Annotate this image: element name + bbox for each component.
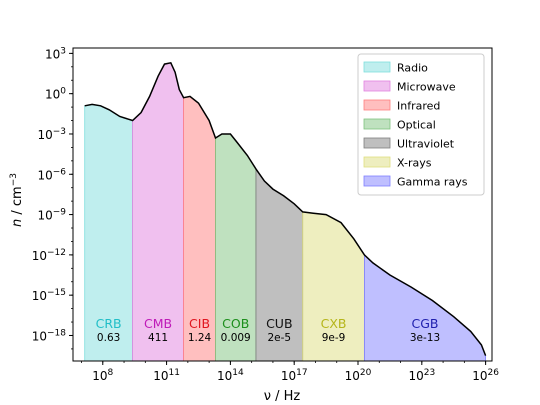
spectrum-curve — [84, 61, 487, 356]
band-density-cib: 1.24 — [188, 332, 212, 344]
band-abbr-cxb: CXB — [321, 316, 347, 331]
legend-label-crb: Radio — [397, 62, 428, 75]
y-tick-label: 103 — [45, 46, 66, 61]
band-density-cub: 2e-5 — [267, 332, 291, 344]
band-abbr-cib: CIB — [189, 316, 210, 331]
y-axis-label-unit: / cm — [10, 186, 25, 218]
legend-swatch-cub — [363, 137, 391, 149]
band-abbr-cub: CUB — [266, 316, 292, 331]
x-tick-label: 108 — [92, 368, 113, 383]
band-density-cob: 0.009 — [221, 332, 251, 344]
legend-label-cxb: X-rays — [397, 157, 432, 170]
band-abbr-cmb: CMB — [144, 316, 172, 331]
y-axis-label-symbol: n — [10, 219, 25, 227]
legend-swatch-cmb — [363, 80, 391, 92]
y-tick-label: 10−18 — [32, 328, 67, 343]
y-axis-label: n / cm−3 — [9, 173, 25, 227]
legend-swatch-cob — [363, 118, 391, 130]
band-abbr-cob: COB — [222, 316, 249, 331]
legend-label-cob: Optical — [397, 119, 436, 132]
y-axis: 103 100 10−3 10−6 10−9 10−12 10−15 10−18 — [32, 46, 73, 350]
band-abbr-cgb: CGB — [412, 316, 439, 331]
legend: Radio Microwave Infrared Optical Ultraviolet… — [357, 53, 485, 196]
x-tick-label: 1023 — [408, 368, 435, 383]
y-tick-label: 10−12 — [32, 248, 66, 263]
legend-swatch-cib — [363, 99, 391, 111]
legend-label-cub: Ultraviolet — [397, 138, 455, 151]
x-tick-label: 1017 — [281, 368, 308, 383]
legend-swatch-cgb — [363, 175, 391, 187]
legend-label-cmb: Microwave — [397, 81, 456, 94]
band-density-crb: 0.63 — [97, 332, 120, 344]
y-tick-label: 10−6 — [37, 167, 66, 182]
y-tick-label: 10−3 — [37, 127, 66, 142]
y-tick-label: 10−15 — [32, 288, 66, 303]
x-tick-label: 1014 — [217, 368, 244, 383]
legend-swatch-crb — [363, 61, 391, 73]
band-abbr-crb: CRB — [96, 316, 122, 331]
y-tick-label: 100 — [45, 87, 66, 102]
x-axis-label: ν / Hz — [264, 389, 301, 404]
legend-label-cgb: Gamma rays — [397, 176, 468, 189]
band-density-cxb: 9e-9 — [322, 332, 346, 344]
x-tick-label: 1020 — [345, 368, 372, 383]
y-tick-label: 10−9 — [37, 208, 66, 223]
legend-label-cib: Infrared — [397, 100, 440, 113]
band-density-cgb: 3e-13 — [410, 332, 440, 344]
x-axis: 108 1011 1014 1017 1020 1023 1026 — [81, 361, 499, 383]
x-tick-label: 1011 — [153, 368, 180, 383]
y-axis-label-exponent: −3 — [9, 173, 19, 186]
band-density-cmb: 411 — [148, 332, 168, 344]
plot-frame — [72, 47, 493, 362]
band-fill-cgb — [363, 253, 487, 362]
x-tick-label: 1026 — [472, 368, 499, 383]
legend-swatch-cxb — [363, 156, 391, 168]
